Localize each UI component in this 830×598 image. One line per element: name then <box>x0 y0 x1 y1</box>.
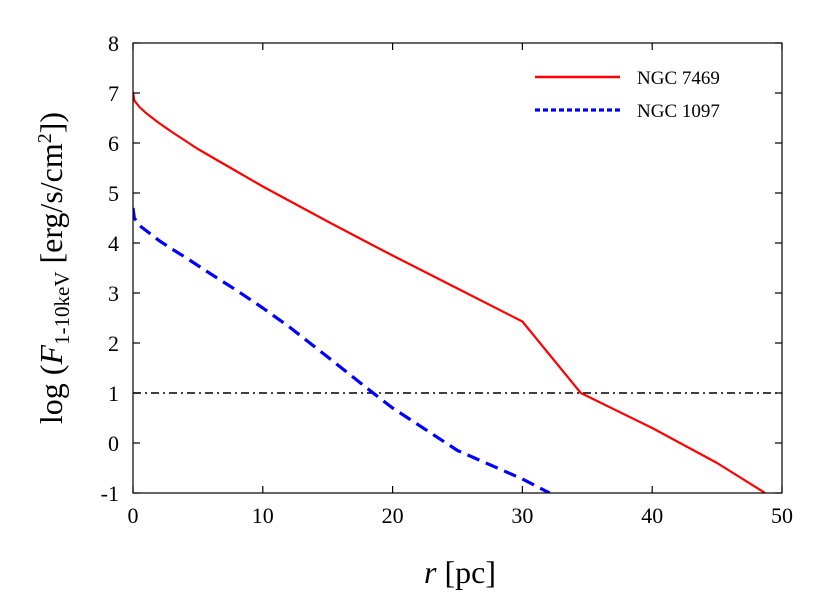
plot-frame <box>132 42 783 494</box>
x-tick-label: 40 <box>641 503 663 528</box>
series-line-ngc-1097 <box>133 207 551 493</box>
x-tick-label: 10 <box>252 503 274 528</box>
series-line-ngc-7469 <box>133 91 766 493</box>
legend-label-ngc-7469: NGC 7469 <box>637 68 720 89</box>
y-tick-label: 6 <box>108 131 119 156</box>
legend-label-ngc-1097: NGC 1097 <box>637 101 720 122</box>
y-tick-label: 5 <box>108 181 119 206</box>
y-tick-label: 0 <box>108 431 119 456</box>
y-tick-label: -1 <box>101 481 119 506</box>
legend: NGC 7469 NGC 1097 <box>535 68 720 122</box>
x-axis-title: r [pc] <box>424 554 496 590</box>
y-tick-label: 3 <box>108 281 119 306</box>
x-tick-label: 20 <box>382 503 404 528</box>
y-axis-title: log (F1-10keV [erg/s/cm2]) <box>33 112 74 424</box>
y-tick-label: 2 <box>108 331 119 356</box>
x-axis-ticks: 0 10 20 30 40 50 <box>128 43 793 528</box>
x-tick-label: 50 <box>771 503 793 528</box>
y-tick-label: 7 <box>108 81 119 106</box>
y-tick-label: 4 <box>108 231 119 256</box>
y-tick-label: 1 <box>108 381 119 406</box>
x-tick-label: 30 <box>511 503 533 528</box>
plot-area <box>132 42 783 494</box>
x-tick-label: 0 <box>128 503 139 528</box>
y-axis-ticks: -1 0 1 2 3 4 5 6 7 8 <box>101 31 782 506</box>
y-tick-label: 8 <box>108 31 119 56</box>
